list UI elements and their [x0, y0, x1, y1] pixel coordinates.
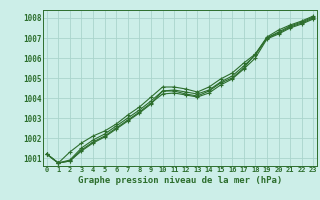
- X-axis label: Graphe pression niveau de la mer (hPa): Graphe pression niveau de la mer (hPa): [78, 176, 282, 185]
